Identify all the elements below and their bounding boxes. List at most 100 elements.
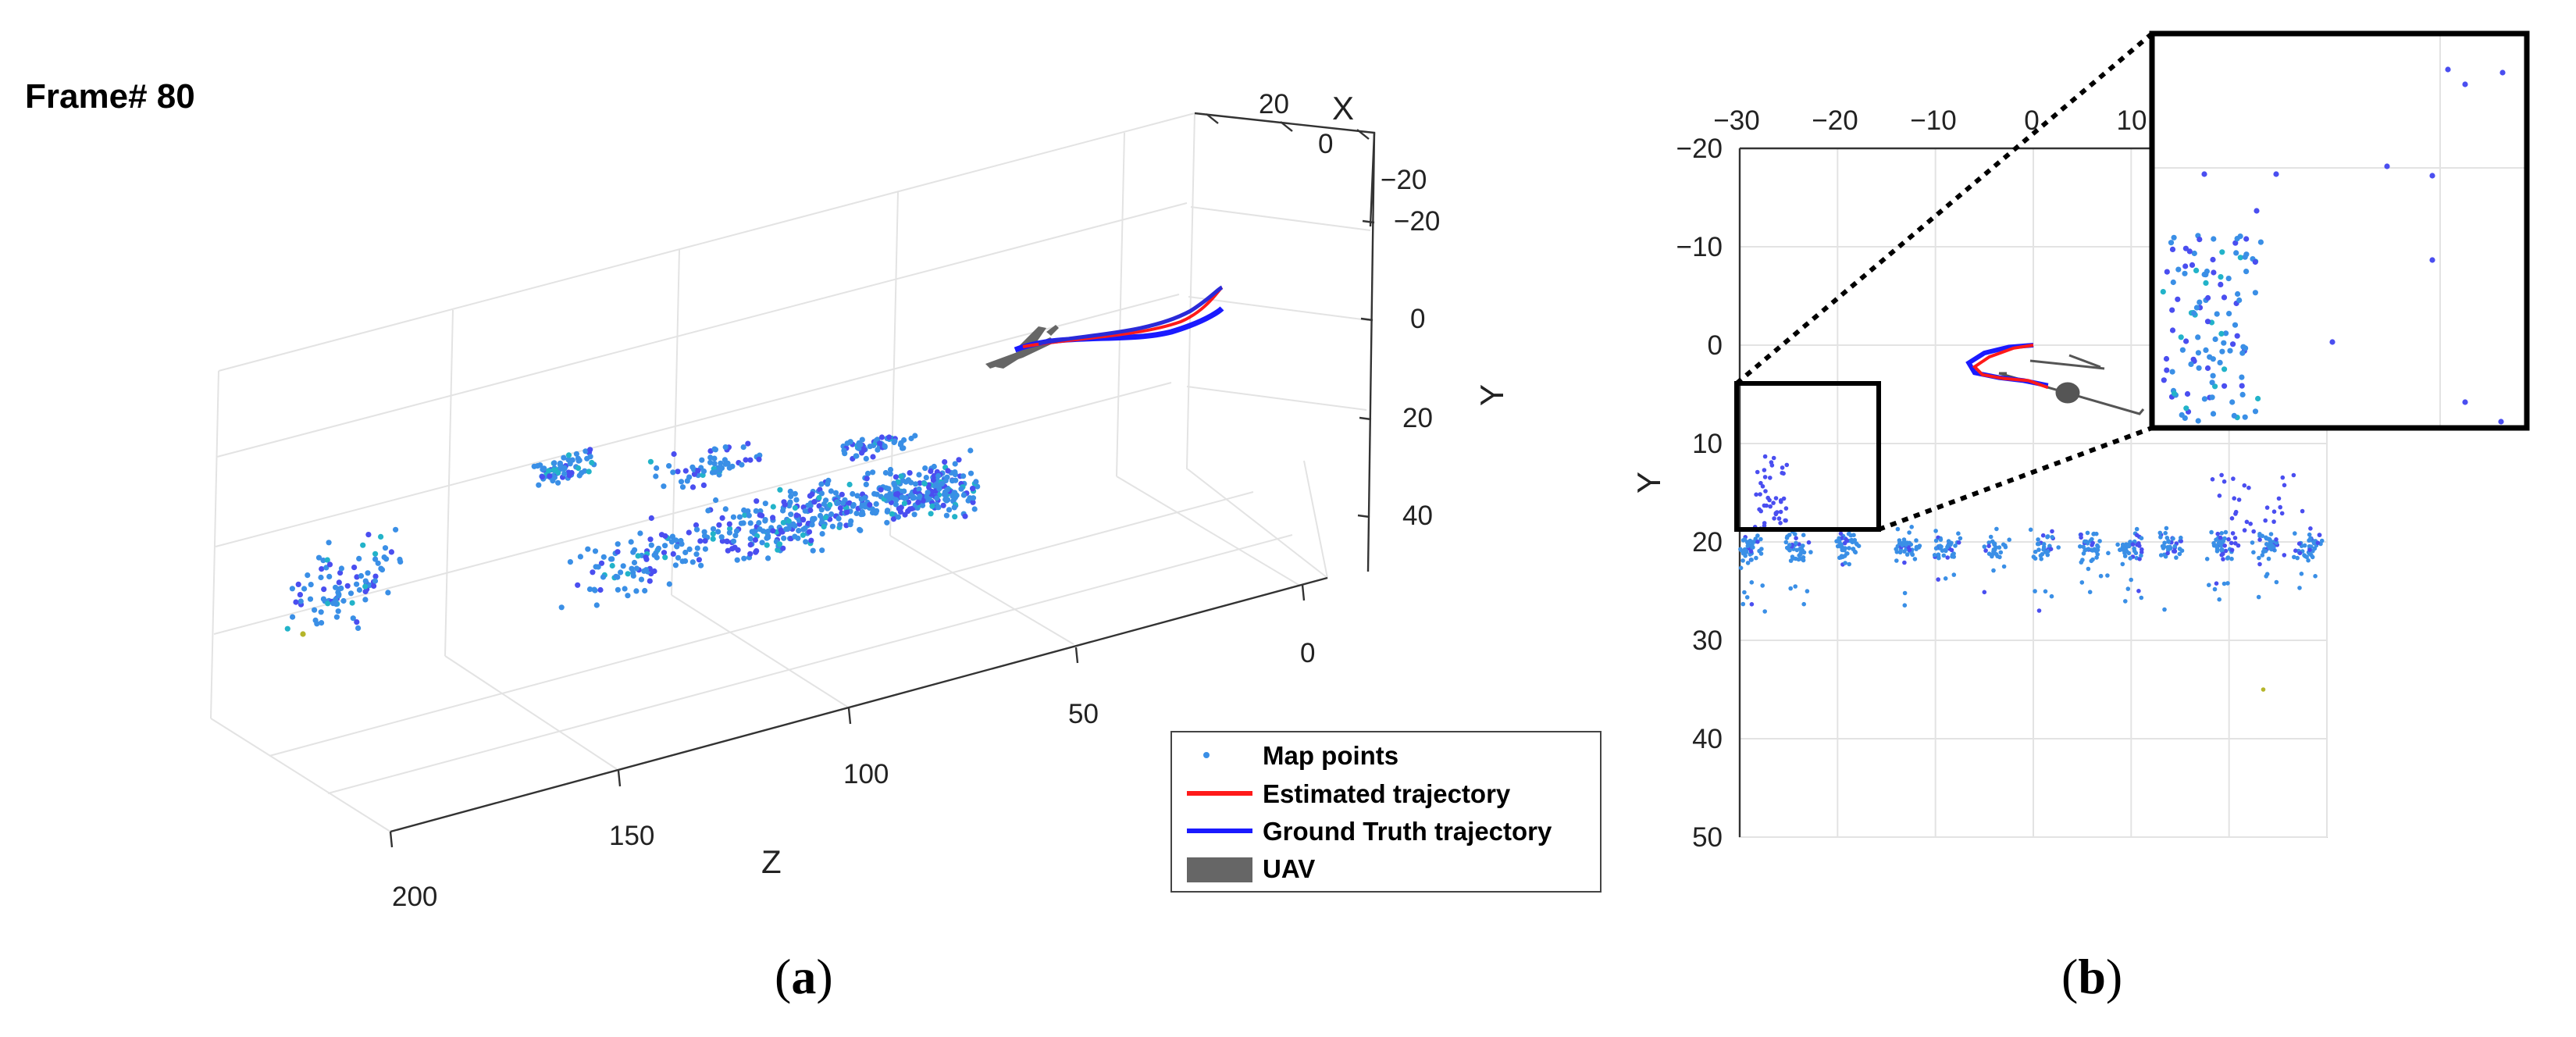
map-point	[901, 501, 907, 507]
map-point	[2263, 548, 2268, 554]
map-point	[942, 477, 949, 484]
map-point	[956, 457, 962, 463]
y-axis-label: Y	[1630, 472, 1667, 494]
map-point	[686, 546, 693, 553]
map-point	[1771, 455, 1776, 461]
map-point	[807, 493, 813, 499]
map-point	[371, 583, 377, 590]
map-point	[2223, 548, 2229, 554]
map-point	[2236, 543, 2241, 548]
map-point	[372, 573, 379, 579]
map-point	[666, 581, 672, 587]
map-point	[1932, 553, 1937, 558]
map-point	[967, 447, 974, 454]
map-point	[1901, 537, 1907, 542]
map-point	[2274, 579, 2279, 585]
inset-point	[2211, 269, 2217, 276]
map-point	[628, 539, 634, 545]
map-point	[1933, 546, 1939, 551]
map-point	[1912, 557, 1918, 561]
map-point	[792, 490, 798, 497]
map-point	[754, 498, 760, 504]
map-point	[800, 516, 806, 522]
map-point	[942, 491, 949, 497]
map-point	[874, 508, 880, 514]
map-point	[333, 584, 339, 590]
inset-point	[2207, 354, 2213, 360]
map-point	[739, 461, 745, 468]
map-point	[722, 461, 729, 467]
map-point	[864, 470, 871, 477]
map-point	[2218, 535, 2223, 540]
map-point	[561, 465, 568, 471]
map-point	[1760, 583, 1765, 588]
map-point	[788, 494, 794, 500]
map-point	[1848, 533, 1854, 538]
inset-point	[2234, 333, 2240, 339]
caption-b-close: )	[2106, 949, 2122, 1004]
map-point	[678, 479, 685, 485]
map-point	[1982, 544, 1987, 549]
inset-connector-top	[1735, 31, 2154, 386]
map-point	[635, 553, 641, 559]
map-point	[2302, 543, 2307, 548]
map-point	[1991, 541, 1997, 546]
map-point	[2242, 528, 2247, 533]
map-point	[1856, 543, 1862, 548]
panel-b-x-ticks: −30 −20 −10 0 10	[1713, 105, 2147, 136]
inset-point	[2188, 361, 2194, 367]
map-point	[307, 596, 314, 602]
map-point	[2090, 543, 2094, 547]
map-point	[746, 512, 752, 518]
map-point	[835, 500, 841, 506]
map-point	[669, 533, 676, 540]
map-point	[2317, 533, 2322, 537]
map-point	[844, 440, 850, 447]
map-point	[2292, 554, 2296, 560]
map-point	[756, 456, 762, 462]
legend-marker-uav	[1187, 857, 1252, 882]
inset-point	[2161, 377, 2167, 383]
inset-point	[2211, 236, 2217, 242]
map-point	[597, 586, 604, 593]
map-point	[333, 597, 339, 603]
map-point	[839, 491, 845, 497]
inset-point	[2203, 280, 2209, 286]
map-point	[613, 573, 619, 579]
map-point	[2165, 551, 2170, 556]
inset-point	[2239, 350, 2246, 356]
map-point	[1950, 552, 1955, 558]
map-point	[2251, 550, 2256, 555]
map-point	[935, 504, 942, 511]
inset-point	[2169, 307, 2175, 313]
map-point	[743, 457, 749, 463]
map-point	[2001, 564, 2007, 569]
map-point	[1771, 501, 1776, 505]
map-point	[1743, 554, 1748, 558]
map-point	[662, 543, 668, 549]
map-point	[356, 586, 362, 593]
map-point	[375, 560, 381, 566]
map-point	[670, 469, 676, 476]
map-point	[592, 548, 599, 554]
map-point	[336, 591, 342, 597]
map-point	[1762, 475, 1768, 479]
map-point	[811, 499, 818, 505]
legend: Map points Estimated trajectory Ground T…	[1170, 731, 1602, 893]
map-point	[742, 512, 748, 518]
y-tick-label: 50	[1692, 822, 1723, 853]
map-point	[780, 519, 786, 526]
map-point	[575, 465, 582, 472]
map-point	[718, 460, 724, 466]
map-point	[782, 501, 788, 508]
map-point	[689, 559, 696, 565]
map-point	[2162, 540, 2167, 545]
map-point	[2222, 543, 2227, 548]
map-point	[1945, 555, 1950, 560]
map-point	[818, 490, 825, 497]
caption-b: (b)	[2061, 949, 2122, 1004]
map-point	[284, 625, 290, 632]
map-point	[1776, 516, 1782, 521]
map-point	[2140, 547, 2144, 552]
map-point	[600, 574, 607, 580]
